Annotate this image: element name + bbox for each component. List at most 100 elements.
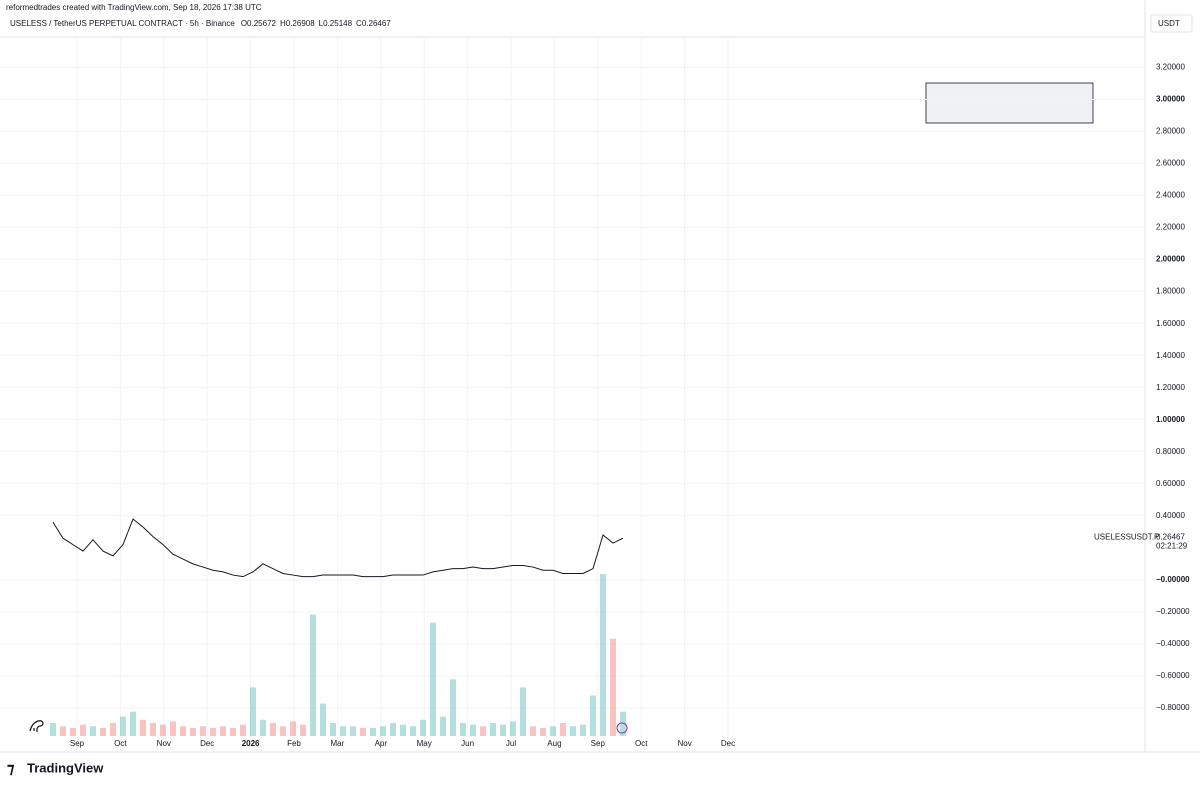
- volume-bar: [100, 727, 106, 736]
- event-icon[interactable]: [616, 722, 628, 734]
- volume-bar: [140, 719, 146, 736]
- volume-bar: [280, 726, 286, 736]
- y-tick-label: 1.40000: [1156, 351, 1185, 360]
- volume-bar: [90, 726, 96, 736]
- volume-bar: [400, 724, 406, 736]
- volume-bar: [390, 723, 396, 736]
- volume-bar: [480, 726, 486, 736]
- ohlc-value: C0.26467: [356, 19, 391, 28]
- chart-title: USELESS / TetherUS PERPETUAL CONTRACT · …: [10, 19, 235, 28]
- volume-bar: [120, 716, 126, 736]
- y-tick-label: 1.80000: [1156, 287, 1185, 296]
- x-tick-label: Dec: [721, 739, 735, 748]
- y-tick-label: 2.60000: [1156, 159, 1185, 168]
- x-tick-label: May: [417, 739, 432, 748]
- volume-bar: [620, 711, 626, 736]
- y-tick-label: 0.60000: [1156, 479, 1185, 488]
- volume-bar: [310, 614, 316, 736]
- volume-bar: [540, 727, 546, 736]
- volume-bar: [330, 723, 336, 736]
- ohlc-value: O0.25672: [241, 19, 277, 28]
- volume-bar: [550, 726, 556, 736]
- y-tick-label: 2.40000: [1156, 191, 1185, 200]
- countdown: 02:21:29: [1156, 542, 1188, 551]
- y-tick-label: 0.80000: [1156, 447, 1185, 456]
- y-tick-label: 3.00000: [1156, 95, 1185, 104]
- dino-icon: [29, 720, 44, 732]
- volume-bar: [170, 721, 176, 736]
- y-tick-label: 1.00000: [1156, 415, 1185, 424]
- volume-bar: [490, 723, 496, 736]
- x-tick-label: Jul: [506, 739, 516, 748]
- volume-bar: [70, 727, 76, 736]
- volume-bar: [360, 727, 366, 736]
- volume-bar: [520, 687, 526, 736]
- volume-bar: [130, 711, 136, 736]
- volume-bar: [500, 724, 506, 736]
- y-tick-label: 0.40000: [1156, 511, 1185, 520]
- volume-bar: [440, 716, 446, 736]
- volume-bar: [60, 726, 66, 736]
- currency: USDT: [1158, 19, 1180, 28]
- brand-logo: ⁊: [7, 760, 15, 777]
- volume-bar: [210, 727, 216, 736]
- volume-bar: [340, 726, 346, 736]
- volume-bar: [260, 719, 266, 736]
- brand: TradingView: [27, 760, 104, 775]
- x-tick-label: Feb: [287, 739, 301, 748]
- volume-bar: [460, 723, 466, 736]
- volume-bar: [240, 724, 246, 736]
- y-tick-label: 1.20000: [1156, 383, 1185, 392]
- x-tick-label: Sep: [70, 739, 85, 748]
- volume-bar: [50, 723, 56, 736]
- credit: reformedtrades created with TradingView.…: [6, 3, 262, 12]
- volume-bar: [150, 723, 156, 736]
- y-tick-label: 1.60000: [1156, 319, 1185, 328]
- x-tick-label: Dec: [200, 739, 214, 748]
- volume-bar: [530, 726, 536, 736]
- volume-bar: [270, 723, 276, 736]
- volume-bar: [300, 724, 306, 736]
- x-tick-label: Oct: [635, 739, 648, 748]
- volume-bar: [450, 679, 456, 736]
- volume-bar: [350, 726, 356, 736]
- x-tick-label: Jun: [461, 739, 474, 748]
- y-tick-label: −0.40000: [1156, 639, 1190, 648]
- x-tick-label: Mar: [331, 739, 345, 748]
- x-tick-label: Nov: [677, 739, 691, 748]
- x-tick-label: Aug: [547, 739, 561, 748]
- volume-bar: [610, 638, 616, 736]
- drawing-rectangle[interactable]: [925, 82, 1094, 124]
- y-tick-label: −0.60000: [1156, 671, 1190, 680]
- volume-bar: [80, 724, 86, 736]
- y-tick-label: 2.20000: [1156, 223, 1185, 232]
- y-tick-label: 2.80000: [1156, 127, 1185, 136]
- y-tick-label: −0.00000: [1156, 575, 1190, 584]
- volume-bar: [190, 727, 196, 736]
- volume-bar: [560, 723, 566, 736]
- volume-bar: [590, 695, 596, 736]
- symbol-label: USELESSUSDT.P: [1094, 533, 1159, 542]
- y-tick-label: −0.80000: [1156, 703, 1190, 712]
- x-tick-label: Apr: [375, 739, 388, 748]
- volume-bar: [180, 726, 186, 736]
- volume-bar: [220, 726, 226, 736]
- volume-bar: [160, 724, 166, 736]
- volume-bar: [200, 726, 206, 736]
- volume-bar: [230, 727, 236, 736]
- y-tick-label: 2.00000: [1156, 255, 1185, 264]
- volume-bar: [430, 622, 436, 736]
- x-tick-label: Sep: [591, 739, 606, 748]
- last-price: 0.26467: [1156, 533, 1185, 542]
- currency-box[interactable]: [1150, 14, 1193, 33]
- volume-bar: [580, 724, 586, 736]
- volume-bar: [510, 721, 516, 736]
- volume-bar: [370, 727, 376, 736]
- x-tick-label: Nov: [157, 739, 171, 748]
- volume-bar: [250, 687, 256, 736]
- volume-bar: [410, 726, 416, 736]
- y-tick-label: 3.20000: [1156, 63, 1185, 72]
- y-tick-label: −0.20000: [1156, 607, 1190, 616]
- volume-bar: [570, 726, 576, 736]
